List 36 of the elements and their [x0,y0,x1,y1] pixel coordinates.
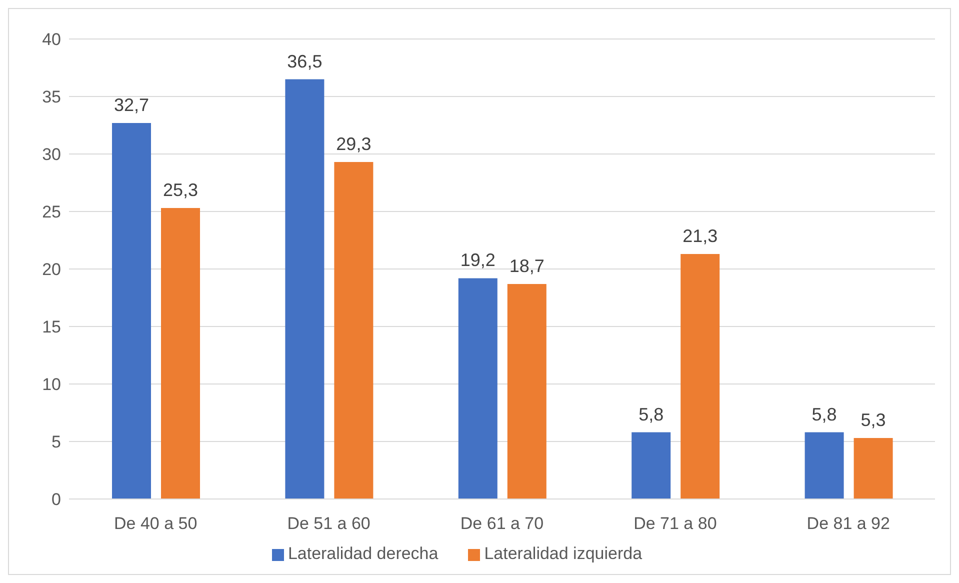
y-tick-label: 10 [42,375,61,394]
data-label: 29,3 [336,134,372,154]
y-tick-label: 30 [42,145,61,164]
data-label: 25,3 [162,180,198,200]
bar [804,432,844,499]
x-tick-label: De 40 a 50 [114,514,198,534]
data-label: 32,7 [114,94,150,115]
bar [161,208,200,499]
y-tick-label: 0 [52,490,61,510]
y-tick-label: 15 [42,318,61,337]
y-tick-label: 40 [42,30,61,50]
bar [632,432,671,499]
x-tick-label: De 51 a 60 [287,514,370,534]
bar [854,438,893,499]
data-label: 36,5 [287,51,322,72]
x-tick-label: De 61 a 70 [460,514,544,534]
data-label: 5,8 [638,404,664,424]
data-label: 5,3 [860,410,886,430]
data-label: 5,8 [812,404,837,424]
bar [507,284,546,499]
data-label: 18,7 [509,256,544,276]
y-tick-label: 20 [42,260,61,280]
y-tick-label: 25 [42,202,61,222]
y-tick-label: 35 [42,88,61,107]
data-label: 19,2 [460,250,496,270]
x-tick-label: De 71 a 80 [634,514,717,534]
legend-label: Lateralidad izquierda [484,544,642,563]
x-tick-label: De 81 a 92 [806,514,890,534]
bar [112,122,151,499]
bar [334,162,374,499]
bar [680,254,720,499]
legend-label: Lateralidad derecha [288,544,438,563]
bar [285,79,324,499]
y-tick-label: 5 [52,432,61,452]
bar [458,278,498,499]
data-label: 21,3 [682,226,718,246]
